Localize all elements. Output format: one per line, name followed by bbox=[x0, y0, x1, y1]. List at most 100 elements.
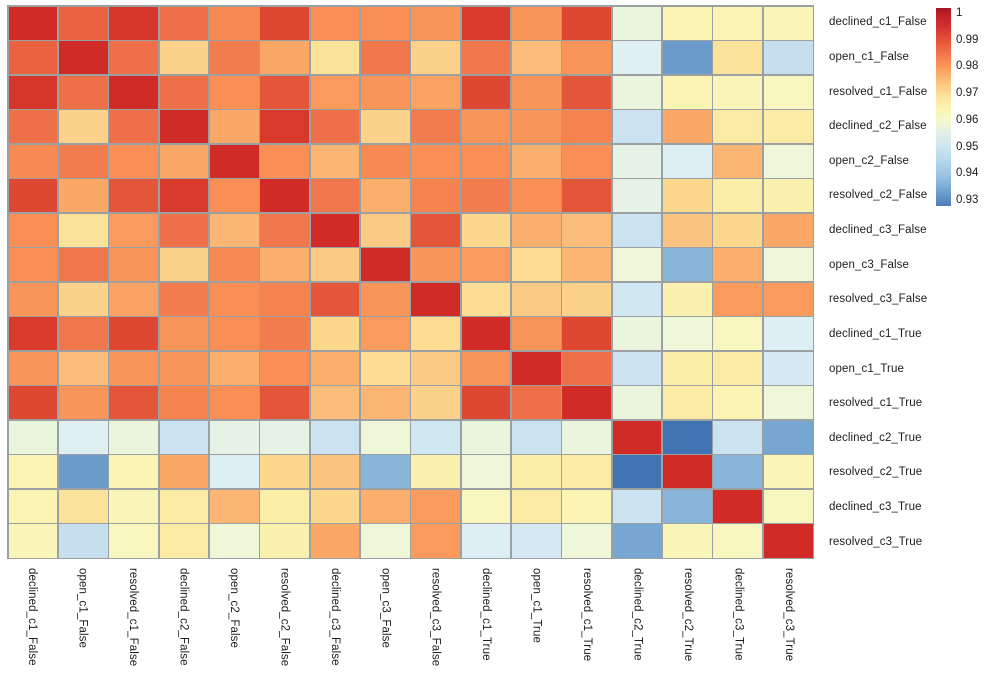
row-label: declined_c2_True bbox=[829, 431, 922, 444]
heatmap-cell bbox=[310, 282, 360, 316]
heatmap-cell bbox=[8, 144, 58, 178]
heatmap-cell bbox=[8, 351, 58, 385]
column-label: open_c2_False bbox=[227, 568, 240, 648]
heatmap-cell bbox=[58, 144, 108, 178]
heatmap-cell bbox=[360, 317, 410, 351]
heatmap-cell bbox=[109, 455, 159, 489]
heatmap-cell bbox=[209, 282, 259, 316]
heatmap-cell bbox=[662, 351, 712, 385]
row-label: resolved_c3_True bbox=[829, 535, 923, 548]
heatmap-cell bbox=[360, 6, 410, 40]
heatmap-cell bbox=[612, 455, 662, 489]
heatmap-cell bbox=[662, 75, 712, 109]
heatmap-cell bbox=[260, 248, 310, 282]
heatmap-cell bbox=[159, 386, 209, 420]
heatmap-cell bbox=[58, 110, 108, 144]
heatmap-cell bbox=[209, 489, 259, 523]
row-label: declined_c1_False bbox=[829, 16, 927, 29]
heatmap-cell bbox=[8, 317, 58, 351]
heatmap-cell bbox=[58, 524, 108, 558]
column-label: declined_c1_False bbox=[26, 568, 39, 666]
row-label: open_c1_False bbox=[829, 50, 909, 63]
heatmap-cell bbox=[209, 75, 259, 109]
heatmap-cell bbox=[411, 489, 461, 523]
heatmap-cell bbox=[260, 179, 310, 213]
heatmap-cell bbox=[511, 351, 561, 385]
heatmap-cell bbox=[360, 179, 410, 213]
heatmap-cell bbox=[159, 248, 209, 282]
heatmap-cell bbox=[461, 213, 511, 247]
heatmap-cell bbox=[310, 144, 360, 178]
heatmap-cell bbox=[713, 386, 763, 420]
heatmap-cell bbox=[713, 282, 763, 316]
heatmap-cell bbox=[411, 420, 461, 454]
row-label: open_c1_True bbox=[829, 362, 904, 375]
heatmap-cell bbox=[562, 248, 612, 282]
heatmap-cell bbox=[360, 213, 410, 247]
heatmap-cell bbox=[713, 144, 763, 178]
heatmap-cell bbox=[58, 6, 108, 40]
heatmap-cell bbox=[58, 489, 108, 523]
heatmap-cell bbox=[109, 489, 159, 523]
heatmap-cell bbox=[8, 524, 58, 558]
heatmap-cell bbox=[209, 213, 259, 247]
heatmap-cell bbox=[360, 524, 410, 558]
colorbar-tick-label: 1 bbox=[956, 7, 963, 19]
row-label: declined_c3_False bbox=[829, 224, 927, 237]
heatmap-cell bbox=[209, 524, 259, 558]
heatmap-cell bbox=[310, 455, 360, 489]
heatmap-cell bbox=[763, 489, 813, 523]
heatmap-cell bbox=[109, 75, 159, 109]
heatmap-cell bbox=[109, 420, 159, 454]
heatmap-cell bbox=[461, 144, 511, 178]
colorbar-tick-label: 0.99 bbox=[956, 33, 979, 46]
heatmap-cell bbox=[411, 351, 461, 385]
heatmap-cell bbox=[159, 41, 209, 75]
heatmap-cell bbox=[8, 110, 58, 144]
heatmap-cell bbox=[461, 75, 511, 109]
heatmap-cell bbox=[260, 489, 310, 523]
heatmap-cell bbox=[562, 6, 612, 40]
heatmap-cell bbox=[763, 386, 813, 420]
heatmap-cell bbox=[411, 110, 461, 144]
heatmap-cell bbox=[511, 489, 561, 523]
heatmap-cell bbox=[411, 248, 461, 282]
heatmap-cell bbox=[310, 41, 360, 75]
row-label: resolved_c3_False bbox=[829, 293, 928, 306]
heatmap-cell bbox=[310, 489, 360, 523]
heatmap-cell bbox=[209, 110, 259, 144]
heatmap-cell bbox=[763, 179, 813, 213]
heatmap-cell bbox=[260, 213, 310, 247]
heatmap-cell bbox=[8, 75, 58, 109]
heatmap-cell bbox=[411, 41, 461, 75]
column-label: declined_c2_True bbox=[631, 568, 644, 661]
heatmap-cell bbox=[562, 386, 612, 420]
heatmap-cell bbox=[713, 351, 763, 385]
heatmap-cell bbox=[58, 455, 108, 489]
heatmap-cell bbox=[411, 213, 461, 247]
heatmap-cell bbox=[360, 420, 410, 454]
heatmap-cell bbox=[511, 524, 561, 558]
heatmap-cell bbox=[511, 110, 561, 144]
heatmap-cell bbox=[662, 420, 712, 454]
heatmap-cell bbox=[612, 282, 662, 316]
heatmap-cell bbox=[8, 41, 58, 75]
heatmap-cell bbox=[310, 524, 360, 558]
heatmap-cell bbox=[58, 386, 108, 420]
heatmap-cell bbox=[763, 110, 813, 144]
heatmap-cell bbox=[511, 41, 561, 75]
heatmap-cell bbox=[58, 282, 108, 316]
row-label: open_c2_False bbox=[829, 154, 909, 167]
heatmap-cell bbox=[713, 213, 763, 247]
heatmap-cell bbox=[662, 213, 712, 247]
heatmap-cell bbox=[411, 6, 461, 40]
heatmap-cell bbox=[209, 455, 259, 489]
colorbar-tick-label: 0.93 bbox=[956, 194, 979, 207]
column-label: resolved_c2_False bbox=[278, 568, 291, 667]
column-label: resolved_c1_True bbox=[581, 568, 594, 662]
heatmap-cell bbox=[713, 248, 763, 282]
heatmap-cell bbox=[763, 317, 813, 351]
column-label: open_c1_False bbox=[76, 568, 89, 648]
heatmap-cell bbox=[209, 6, 259, 40]
